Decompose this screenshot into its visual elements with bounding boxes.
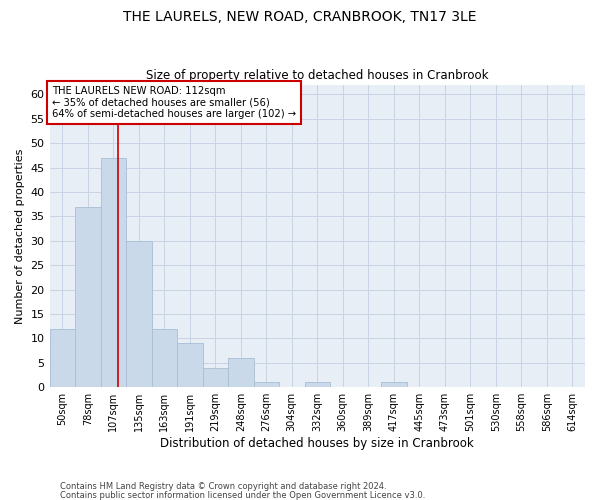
Text: Contains HM Land Registry data © Crown copyright and database right 2024.: Contains HM Land Registry data © Crown c… [60, 482, 386, 491]
Y-axis label: Number of detached properties: Number of detached properties [15, 148, 25, 324]
X-axis label: Distribution of detached houses by size in Cranbrook: Distribution of detached houses by size … [160, 437, 474, 450]
Bar [305, 382, 330, 387]
Text: THE LAURELS NEW ROAD: 112sqm
← 35% of detached houses are smaller (56)
64% of se: THE LAURELS NEW ROAD: 112sqm ← 35% of de… [52, 86, 296, 120]
Bar [381, 382, 407, 387]
Text: Contains public sector information licensed under the Open Government Licence v3: Contains public sector information licen… [60, 490, 425, 500]
Bar [50, 328, 75, 387]
Bar [254, 382, 279, 387]
Bar [152, 328, 177, 387]
Title: Size of property relative to detached houses in Cranbrook: Size of property relative to detached ho… [146, 69, 488, 82]
Bar [203, 368, 228, 387]
Bar [126, 241, 152, 387]
Bar [101, 158, 126, 387]
Text: THE LAURELS, NEW ROAD, CRANBROOK, TN17 3LE: THE LAURELS, NEW ROAD, CRANBROOK, TN17 3… [123, 10, 477, 24]
Bar [75, 206, 101, 387]
Bar [177, 344, 203, 387]
Bar [228, 358, 254, 387]
